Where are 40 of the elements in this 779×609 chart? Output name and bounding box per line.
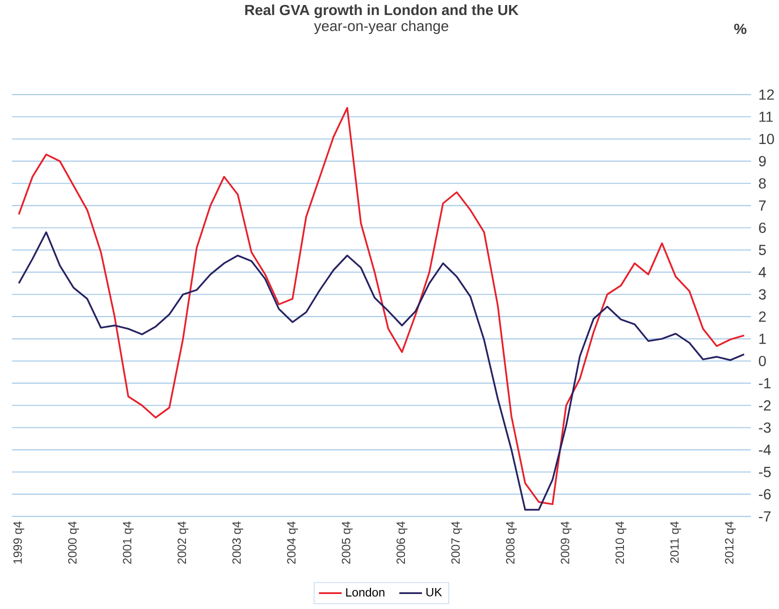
y-tick-label: 9	[758, 156, 766, 166]
x-tick-label: 2001 q4	[122, 521, 134, 564]
x-tick-label: 1999 q4	[13, 521, 24, 564]
x-tick-label: 2005 q4	[342, 521, 353, 564]
x-tick-label: 2007 q4	[451, 521, 462, 564]
x-tick-label: 2010 q4	[616, 521, 626, 564]
legend-label: London	[346, 588, 384, 597]
x-tick-label: 2012 q4	[724, 521, 736, 564]
y-tick-label: -3	[758, 422, 771, 433]
y-tick-label: -7	[758, 511, 771, 522]
y-tick-label: 1	[759, 334, 766, 344]
y-tick-label: -6	[758, 488, 771, 500]
y-tick-label: 7	[759, 200, 766, 211]
x-tick-label: 2009 q4	[560, 521, 572, 564]
x-tick-label: 2002 q4	[178, 521, 188, 564]
legend-label: UK	[426, 588, 442, 596]
y-tick-label: 2	[759, 311, 766, 322]
y-tick-label: 3	[758, 289, 766, 300]
y-tick-label: 8	[758, 178, 766, 188]
y-tick-label: 11	[759, 112, 773, 122]
y-tick-label: -5	[758, 466, 771, 478]
y-tick-label: 4	[758, 267, 766, 278]
y-tick-label: 6	[759, 222, 766, 233]
y-tick-label: 0	[758, 356, 766, 366]
line-series	[18, 231, 745, 511]
y-axis-title: %	[734, 24, 746, 34]
y-tick-label: -2	[758, 400, 771, 410]
y-tick-label: -1	[758, 378, 771, 388]
chart-title: Real GVA growth in London and the UK	[245, 4, 519, 18]
x-tick-label: 2008 q4	[506, 521, 517, 564]
x-tick-label: 2003 q4	[232, 521, 244, 564]
x-tick-label: 2000 q4	[68, 521, 79, 564]
x-tick-label: 2006 q4	[396, 521, 408, 564]
y-tick-label: 12	[759, 89, 774, 100]
chart-subtitle: year-on-year change	[314, 20, 448, 34]
y-tick-label: 10	[759, 134, 774, 144]
x-tick-label: 2004 q4	[287, 521, 298, 564]
y-tick-label: 5	[758, 244, 766, 256]
x-tick-label: 2011 q4	[670, 521, 682, 563]
y-tick-label: -4	[758, 444, 771, 455]
